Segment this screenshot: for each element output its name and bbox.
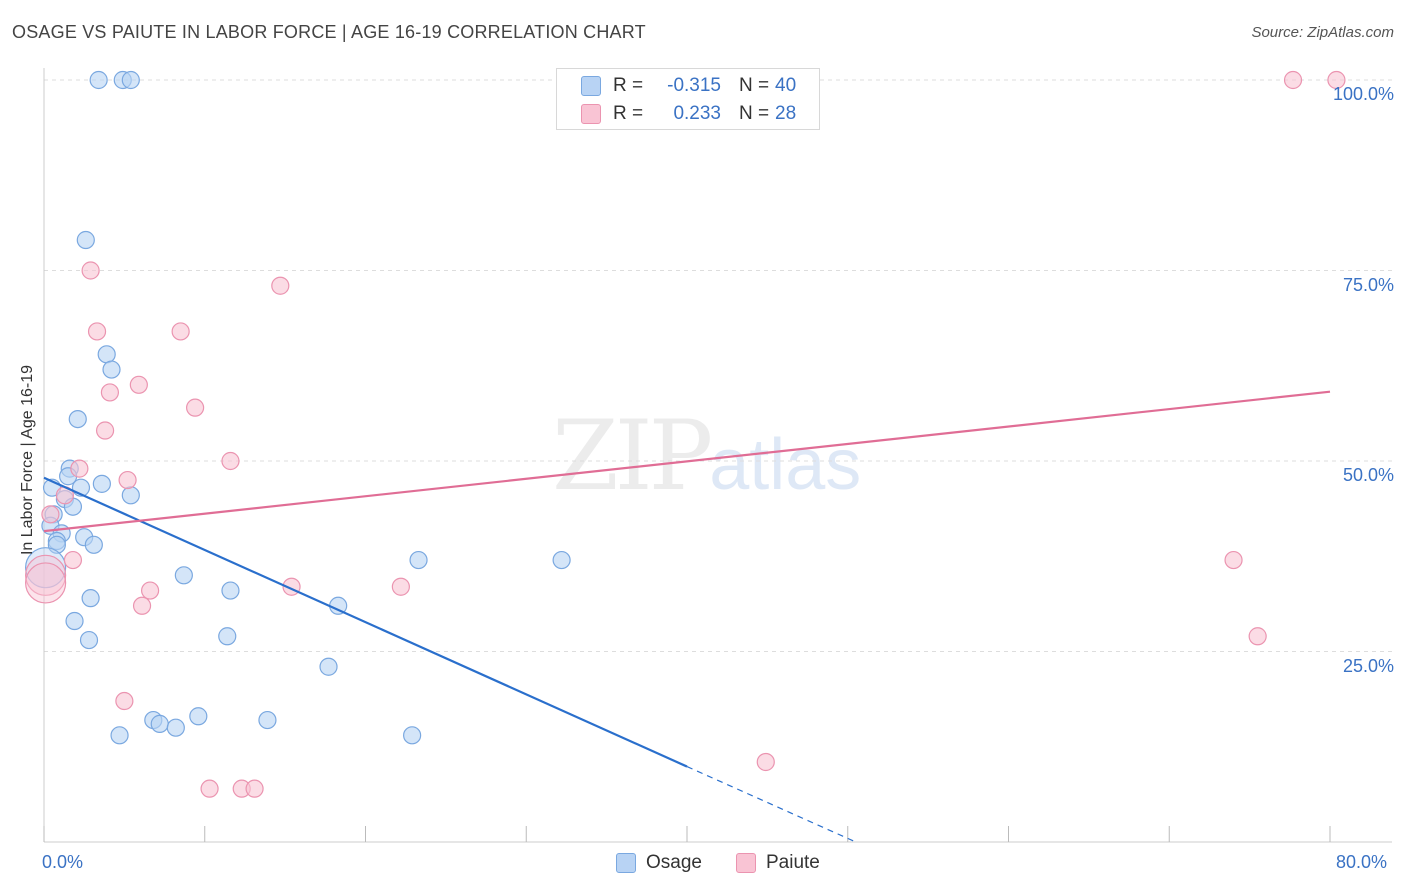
legend-row-osage: R = -0.315 N = 40 — [581, 73, 796, 99]
osage-point — [189, 707, 208, 726]
paiute-point — [245, 779, 264, 798]
watermark-zip: ZIP — [552, 400, 713, 512]
osage-point — [68, 409, 87, 429]
points-layer — [25, 70, 1346, 798]
osage-point — [84, 535, 103, 554]
osage-point — [221, 581, 240, 600]
legend-item-paiute[interactable]: Paiute — [736, 852, 820, 874]
r-value: 0.233 — [673, 103, 721, 124]
osage-point — [403, 726, 422, 745]
osage-point — [166, 718, 185, 737]
osage-point — [81, 589, 100, 608]
paiute-point — [1224, 550, 1243, 570]
paiute-point — [87, 322, 107, 341]
y-tick-label: 50.0% — [1342, 465, 1394, 485]
paiute-trend-line — [43, 390, 1331, 533]
paiute-point — [186, 398, 205, 417]
osage-point — [97, 345, 116, 364]
watermark: ZIPatlas — [552, 400, 861, 512]
paiute-point — [118, 470, 137, 490]
y-axis-label: In Labor Force | Age 16-19 — [19, 364, 36, 556]
r-label: R = — [613, 103, 644, 124]
paiute-point — [25, 562, 67, 604]
osage-point — [121, 486, 140, 505]
trend-layer — [43, 390, 1331, 843]
n-label: N = — [739, 75, 770, 96]
paiute-point — [115, 691, 134, 711]
osage-point — [65, 611, 84, 631]
n-value: 28 — [775, 103, 797, 124]
osage-point — [110, 726, 129, 745]
paiute-point — [95, 421, 115, 440]
osage-point — [79, 630, 99, 650]
legend-label-paiute: Paiute — [766, 852, 820, 873]
x-tick-label-max: 80.0% — [1336, 852, 1388, 872]
paiute-point — [391, 577, 410, 596]
grid-layer — [44, 79, 1392, 652]
osage-point — [218, 627, 237, 646]
legend-row-paiute: R = 0.233 N = 28 — [581, 101, 796, 127]
osage-point — [552, 550, 571, 570]
osage-trend-line — [43, 476, 688, 768]
n-value: 40 — [775, 75, 797, 96]
paiute-point — [1248, 627, 1267, 646]
chart-title: OSAGE VS PAIUTE IN LABOR FORCE | AGE 16-… — [12, 22, 646, 42]
paiute-point — [81, 261, 100, 280]
paiute-point — [1283, 70, 1303, 90]
paiute-swatch — [581, 104, 601, 124]
osage-legend-swatch — [616, 853, 636, 873]
osage-point — [319, 657, 338, 676]
correlation-legend: R = -0.315 N = 40 R = 0.233 N = 28 — [556, 68, 820, 130]
paiute-point — [221, 451, 240, 471]
osage-point — [174, 566, 193, 585]
paiute-point — [1327, 70, 1346, 90]
y-tick-label: 25.0% — [1342, 655, 1394, 676]
paiute-point — [41, 505, 60, 524]
chart-source: Source: ZipAtlas.com — [1251, 24, 1394, 41]
osage-swatch — [581, 76, 601, 96]
n-label: N = — [739, 103, 770, 124]
paiute-legend-swatch — [736, 853, 756, 873]
x-tick-label-min: 0.0% — [42, 852, 84, 872]
paiute-point — [100, 383, 120, 402]
series-legend: Osage Paiute — [0, 852, 1406, 878]
paiute-point — [129, 375, 148, 394]
osage-point — [92, 474, 111, 493]
osage-point — [76, 230, 95, 250]
paiute-point — [756, 752, 775, 772]
osage-point — [150, 714, 169, 733]
osage-point — [89, 70, 108, 90]
osage-point — [121, 70, 140, 90]
r-value: -0.315 — [667, 75, 721, 96]
paiute-point — [200, 779, 219, 798]
osage-point — [258, 710, 277, 730]
osage-point — [102, 360, 121, 379]
paiute-point — [63, 550, 83, 570]
paiute-point — [171, 322, 190, 341]
legend-item-osage[interactable]: Osage — [616, 852, 702, 874]
paiute-point — [70, 459, 89, 478]
r-label: R = — [613, 75, 644, 96]
y-tick-label: 75.0% — [1342, 274, 1394, 295]
osage-point — [409, 550, 428, 570]
paiute-point — [140, 581, 160, 600]
watermark-atlas: atlas — [709, 425, 862, 505]
axis-layer — [43, 68, 1392, 843]
paiute-point — [132, 596, 152, 615]
paiute-point — [271, 276, 290, 295]
legend-label-osage: Osage — [646, 852, 702, 873]
osage-trend-extension — [686, 766, 857, 843]
y-tick-label: 100.0% — [1332, 84, 1394, 104]
